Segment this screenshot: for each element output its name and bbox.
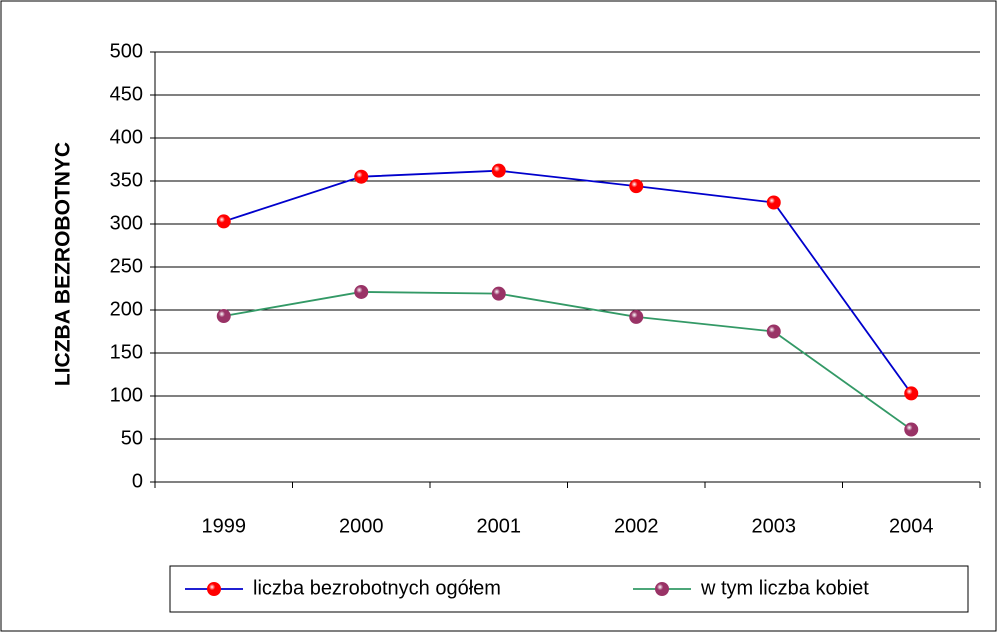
marker xyxy=(207,582,221,596)
marker xyxy=(354,284,369,299)
marker xyxy=(629,179,644,194)
x-tick-label: 2002 xyxy=(614,515,659,537)
x-tick-label: 2004 xyxy=(889,515,934,537)
legend-label: w tym liczba kobiet xyxy=(700,577,869,599)
legend-label: liczba bezrobotnych ogółem xyxy=(253,577,501,599)
y-tick-label: 200 xyxy=(110,298,143,320)
y-tick-label: 150 xyxy=(110,341,143,363)
marker xyxy=(904,386,919,401)
x-tick-label: 2000 xyxy=(339,515,384,537)
x-tick-label: 1999 xyxy=(202,515,247,537)
y-tick-label: 500 xyxy=(110,40,143,62)
y-axis-label: LICZBA BEZROBOTNYC xyxy=(52,142,75,386)
y-tick-label: 250 xyxy=(110,255,143,277)
y-tick-label: 100 xyxy=(110,384,143,406)
y-tick-label: 400 xyxy=(110,126,143,148)
marker xyxy=(655,582,669,596)
marker xyxy=(629,309,644,324)
x-tick-label: 2003 xyxy=(752,515,797,537)
line xyxy=(223,291,912,431)
marker xyxy=(904,422,919,437)
y-tick-label: 350 xyxy=(110,169,143,191)
line xyxy=(223,169,912,394)
marker xyxy=(766,324,781,339)
marker xyxy=(766,195,781,210)
marker xyxy=(216,309,231,324)
marker xyxy=(216,214,231,229)
y-tick-label: 0 xyxy=(132,470,143,492)
legend-box xyxy=(169,565,969,613)
y-tick-label: 300 xyxy=(110,212,143,234)
marker xyxy=(354,169,369,184)
x-tick-label: 2001 xyxy=(477,515,522,537)
marker xyxy=(491,286,506,301)
y-tick-label: 450 xyxy=(110,83,143,105)
marker xyxy=(491,163,506,178)
y-tick-label: 50 xyxy=(121,427,143,449)
